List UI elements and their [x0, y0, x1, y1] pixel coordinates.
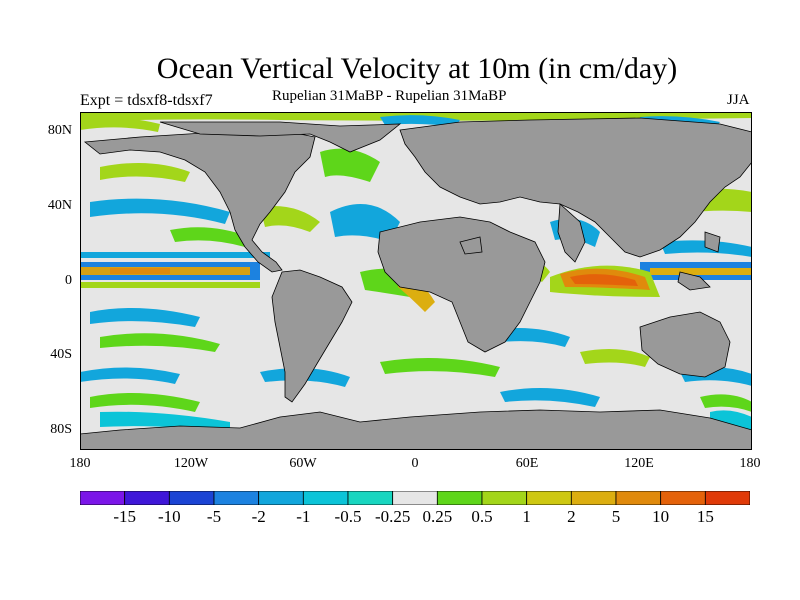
lon-tick-0: 0 [411, 456, 419, 471]
island [677, 271, 711, 291]
velocity-field [80, 112, 752, 438]
colorbar-cell [302, 491, 349, 505]
lon-tick-180w: 180 [69, 456, 91, 471]
colorbar-cell [615, 491, 662, 505]
eurasia [399, 117, 752, 258]
arctic-land [159, 121, 402, 153]
lat-tick-80s: 80S [50, 422, 72, 437]
colorbar-cell [347, 491, 394, 505]
colorbar-label: 5 [611, 507, 621, 526]
colorbar-cell [80, 491, 126, 505]
colorbar-label: -0.25 [374, 507, 411, 526]
chart-subtitle: Rupelian 31MaBP - Rupelian 31MaBP [272, 88, 507, 104]
colorbar-label: 0.5 [471, 507, 493, 526]
lon-tick-60w: 60W [289, 456, 317, 471]
colorbar-cell [436, 491, 483, 505]
colorbar-cell [124, 491, 170, 505]
colorbar-label: 0.25 [422, 507, 453, 526]
colorbar-label: 2 [567, 507, 576, 526]
velocity-map [80, 112, 752, 450]
experiment-label: Expt = tdsxf8-tdsxf7 [80, 92, 213, 109]
colorbar-cell [258, 491, 304, 505]
colorbar-label: -0.5 [334, 507, 362, 526]
south-asia [557, 203, 586, 263]
colorbar-label: -2 [251, 507, 266, 526]
chart-title: Ocean Vertical Velocity at 10m (in cm/da… [156, 52, 678, 85]
lon-tick-120w: 120W [173, 456, 209, 471]
colorbar-cell [481, 491, 528, 505]
island [704, 231, 721, 253]
colorbar-cell [392, 491, 438, 505]
lon-tick-60e: 60E [515, 456, 539, 471]
island [459, 236, 483, 255]
colorbar-label: -15 [113, 507, 136, 526]
colorbar-cell [168, 491, 215, 505]
season-label: JJA [727, 92, 750, 108]
south-america [271, 269, 353, 403]
lon-tick-180e: 180 [739, 456, 761, 471]
lon-tick-120e: 120E [624, 456, 654, 471]
colorbar-label: 10 [652, 507, 670, 526]
colorbar-cell [704, 491, 750, 505]
colorbar-label: -5 [206, 507, 222, 526]
antarctica [80, 409, 752, 450]
lat-tick-40n: 40N [47, 198, 72, 213]
colorbar-label: -1 [296, 507, 311, 526]
lat-tick-0: 0 [65, 273, 72, 288]
colorbar-cell [213, 491, 260, 505]
colorbar-cell [570, 491, 617, 505]
australia [639, 311, 731, 378]
north-america [83, 129, 316, 273]
lat-tick-40s: 40S [50, 347, 72, 362]
colorbar-label: 15 [696, 507, 714, 526]
colorbar [80, 491, 750, 505]
colorbar-label: -10 [157, 507, 181, 526]
land [80, 117, 752, 450]
lat-tick-80n: 80N [47, 123, 72, 138]
colorbar-label: 1 [522, 507, 531, 526]
colorbar-cell [526, 491, 572, 505]
colorbar-cell [660, 491, 706, 505]
africa [377, 216, 546, 353]
